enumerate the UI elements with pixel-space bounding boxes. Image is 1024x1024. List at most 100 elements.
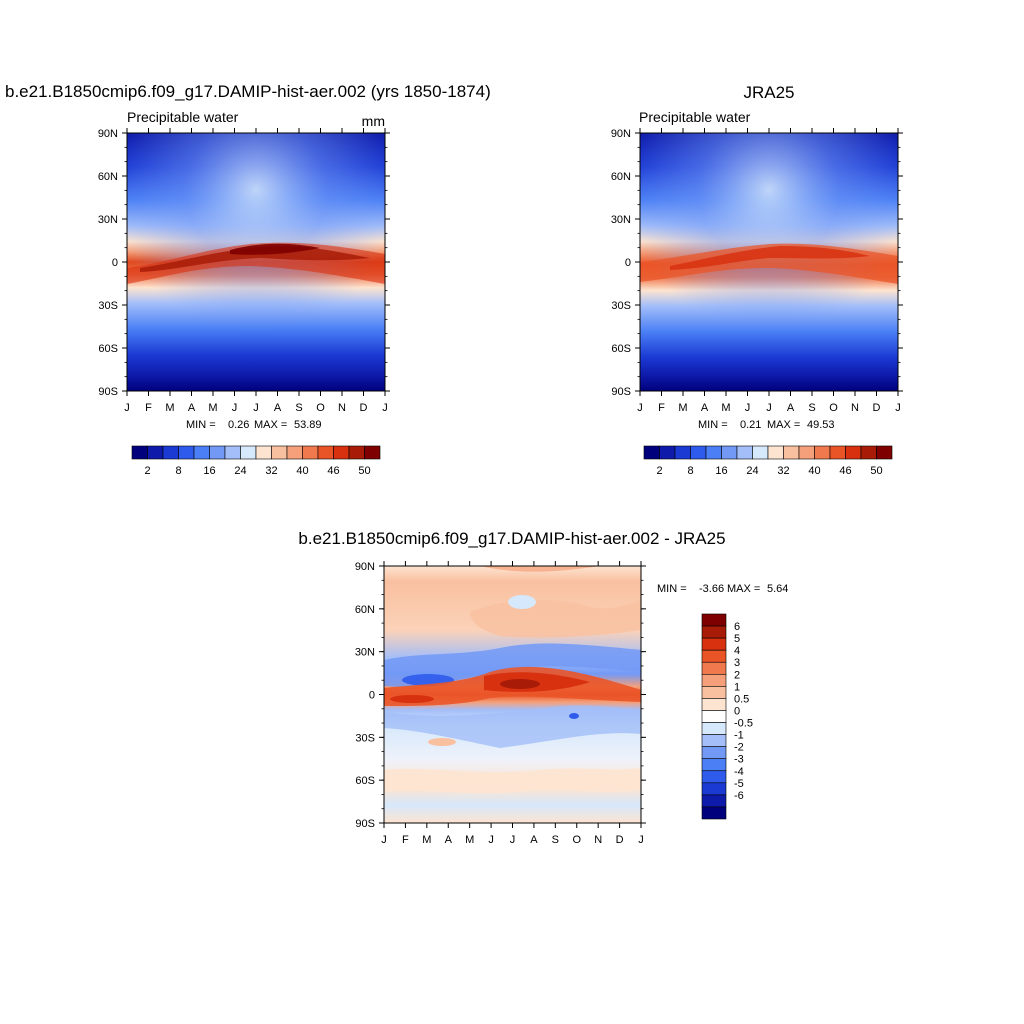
x-tick-label: A (445, 834, 453, 846)
colorbar-label: 0 (734, 705, 740, 717)
panel-model-min-label: MIN = (186, 419, 216, 431)
colorbar-swatch (131, 445, 148, 460)
panel-reference-min-label: MIN = (698, 419, 728, 431)
x-tick-label: F (145, 402, 152, 414)
colorbar-label: 6 (734, 621, 740, 633)
colorbar-swatch (767, 445, 784, 460)
colorbar-swatch (752, 445, 769, 460)
colorbar-swatch (333, 445, 350, 460)
colorbar-swatch (701, 722, 727, 735)
colorbar-swatch (701, 673, 727, 687)
x-tick-label: J (488, 834, 494, 846)
colorbar-label: 46 (327, 465, 339, 477)
colorbar-swatch (193, 445, 210, 460)
panel-reference-colorbar: 2 8 16 24 32 40 46 50 (643, 445, 893, 477)
colorbar-label: 1 (734, 681, 740, 693)
x-tick-label: J (637, 402, 643, 414)
panel-difference-title: b.e21.B1850cmip6.f09_g17.DAMIP-hist-aer.… (298, 529, 725, 548)
y-tick-label: 0 (369, 690, 375, 702)
colorbar-swatch (240, 445, 257, 460)
colorbar-label: -3 (734, 754, 744, 766)
x-tick-label: D (360, 402, 368, 414)
y-tick-label: 30N (98, 214, 118, 226)
x-tick-label: A (274, 402, 282, 414)
panel-difference-max-value: 5.64 (767, 583, 788, 595)
x-tick-label: J (745, 402, 751, 414)
colorbar-label: -4 (734, 766, 744, 778)
panel-model: b.e21.B1850cmip6.f09_g17.DAMIP-hist-aer.… (5, 82, 491, 477)
x-tick-label: O (829, 402, 838, 414)
panel-difference-min-value: -3.66 (699, 583, 724, 595)
panel-reference-field (640, 133, 898, 391)
colorbar-label: 16 (203, 465, 215, 477)
x-tick-label: J (124, 402, 130, 414)
colorbar-label: -5 (734, 778, 744, 790)
y-tick-label: 0 (625, 257, 631, 269)
x-tick-label: M (465, 834, 474, 846)
panel-difference-max-label: MAX = (727, 583, 760, 595)
colorbar-swatch (860, 445, 877, 460)
colorbar-swatch (255, 445, 272, 460)
colorbar-label: -0.5 (734, 718, 753, 730)
x-tick-label: D (616, 834, 624, 846)
colorbar-swatch (701, 625, 727, 639)
x-tick-label: J (638, 834, 644, 846)
colorbar-label: 32 (777, 465, 789, 477)
x-tick-label: J (382, 402, 388, 414)
panel-difference: b.e21.B1850cmip6.f09_g17.DAMIP-hist-aer.… (298, 529, 788, 846)
colorbar-swatch (178, 445, 195, 460)
panel-difference-y-axis: 90N 60N 30N 0 30S 60S 90S (355, 561, 646, 830)
x-tick-label: S (295, 402, 302, 414)
y-tick-label: 30S (355, 732, 375, 744)
y-tick-label: 60S (98, 343, 118, 355)
panel-model-max-label: MAX = (254, 419, 287, 431)
colorbar-swatch (701, 661, 727, 675)
y-tick-label: 90N (355, 561, 375, 573)
colorbar-swatch (701, 710, 727, 723)
colorbar-swatch (701, 637, 727, 651)
colorbar-swatch (364, 445, 381, 460)
colorbar-swatch (701, 649, 727, 663)
y-tick-label: 60N (611, 171, 631, 183)
colorbar-label: 2 (144, 465, 150, 477)
y-tick-label: 30N (355, 647, 375, 659)
colorbar-label: 0.5 (734, 693, 749, 705)
panel-model-field (127, 133, 385, 391)
y-tick-label: 60S (355, 775, 375, 787)
colorbar-swatch (271, 445, 288, 460)
colorbar-swatch (147, 445, 164, 460)
colorbar-swatch (705, 445, 722, 460)
y-tick-label: 90N (611, 128, 631, 140)
x-tick-label: J (766, 402, 772, 414)
panel-reference-max-value: 49.53 (807, 419, 835, 431)
x-tick-label: J (232, 402, 238, 414)
y-tick-label: 30N (611, 214, 631, 226)
colorbar-label: 32 (265, 465, 277, 477)
colorbar-swatch (690, 445, 707, 460)
colorbar-label: 8 (175, 465, 181, 477)
panel-model-title: b.e21.B1850cmip6.f09_g17.DAMIP-hist-aer.… (5, 82, 491, 101)
x-tick-label: N (851, 402, 859, 414)
colorbar-swatch (224, 445, 241, 460)
colorbar-label: 2 (656, 465, 662, 477)
colorbar-swatch (845, 445, 862, 460)
x-tick-label: O (316, 402, 325, 414)
colorbar-label: 16 (715, 465, 727, 477)
panel-model-max-value: 53.89 (294, 419, 322, 431)
colorbar-swatch (876, 445, 893, 460)
x-tick-label: F (402, 834, 409, 846)
colorbar-label: 50 (870, 465, 882, 477)
y-tick-label: 30S (98, 300, 118, 312)
colorbar-swatch (701, 770, 727, 784)
panel-reference-variable: Precipitable water (639, 109, 751, 125)
y-tick-label: 90N (98, 128, 118, 140)
colorbar-label: -1 (734, 730, 744, 742)
colorbar-label: 4 (734, 645, 740, 657)
panel-reference-y-axis: 90N 60N 30N 0 30S 60S 90S (611, 128, 903, 398)
x-tick-label: A (530, 834, 538, 846)
colorbar-label: 24 (746, 465, 758, 477)
x-tick-label: M (165, 402, 174, 414)
y-tick-label: 90S (98, 386, 118, 398)
panel-difference-field (384, 566, 641, 823)
